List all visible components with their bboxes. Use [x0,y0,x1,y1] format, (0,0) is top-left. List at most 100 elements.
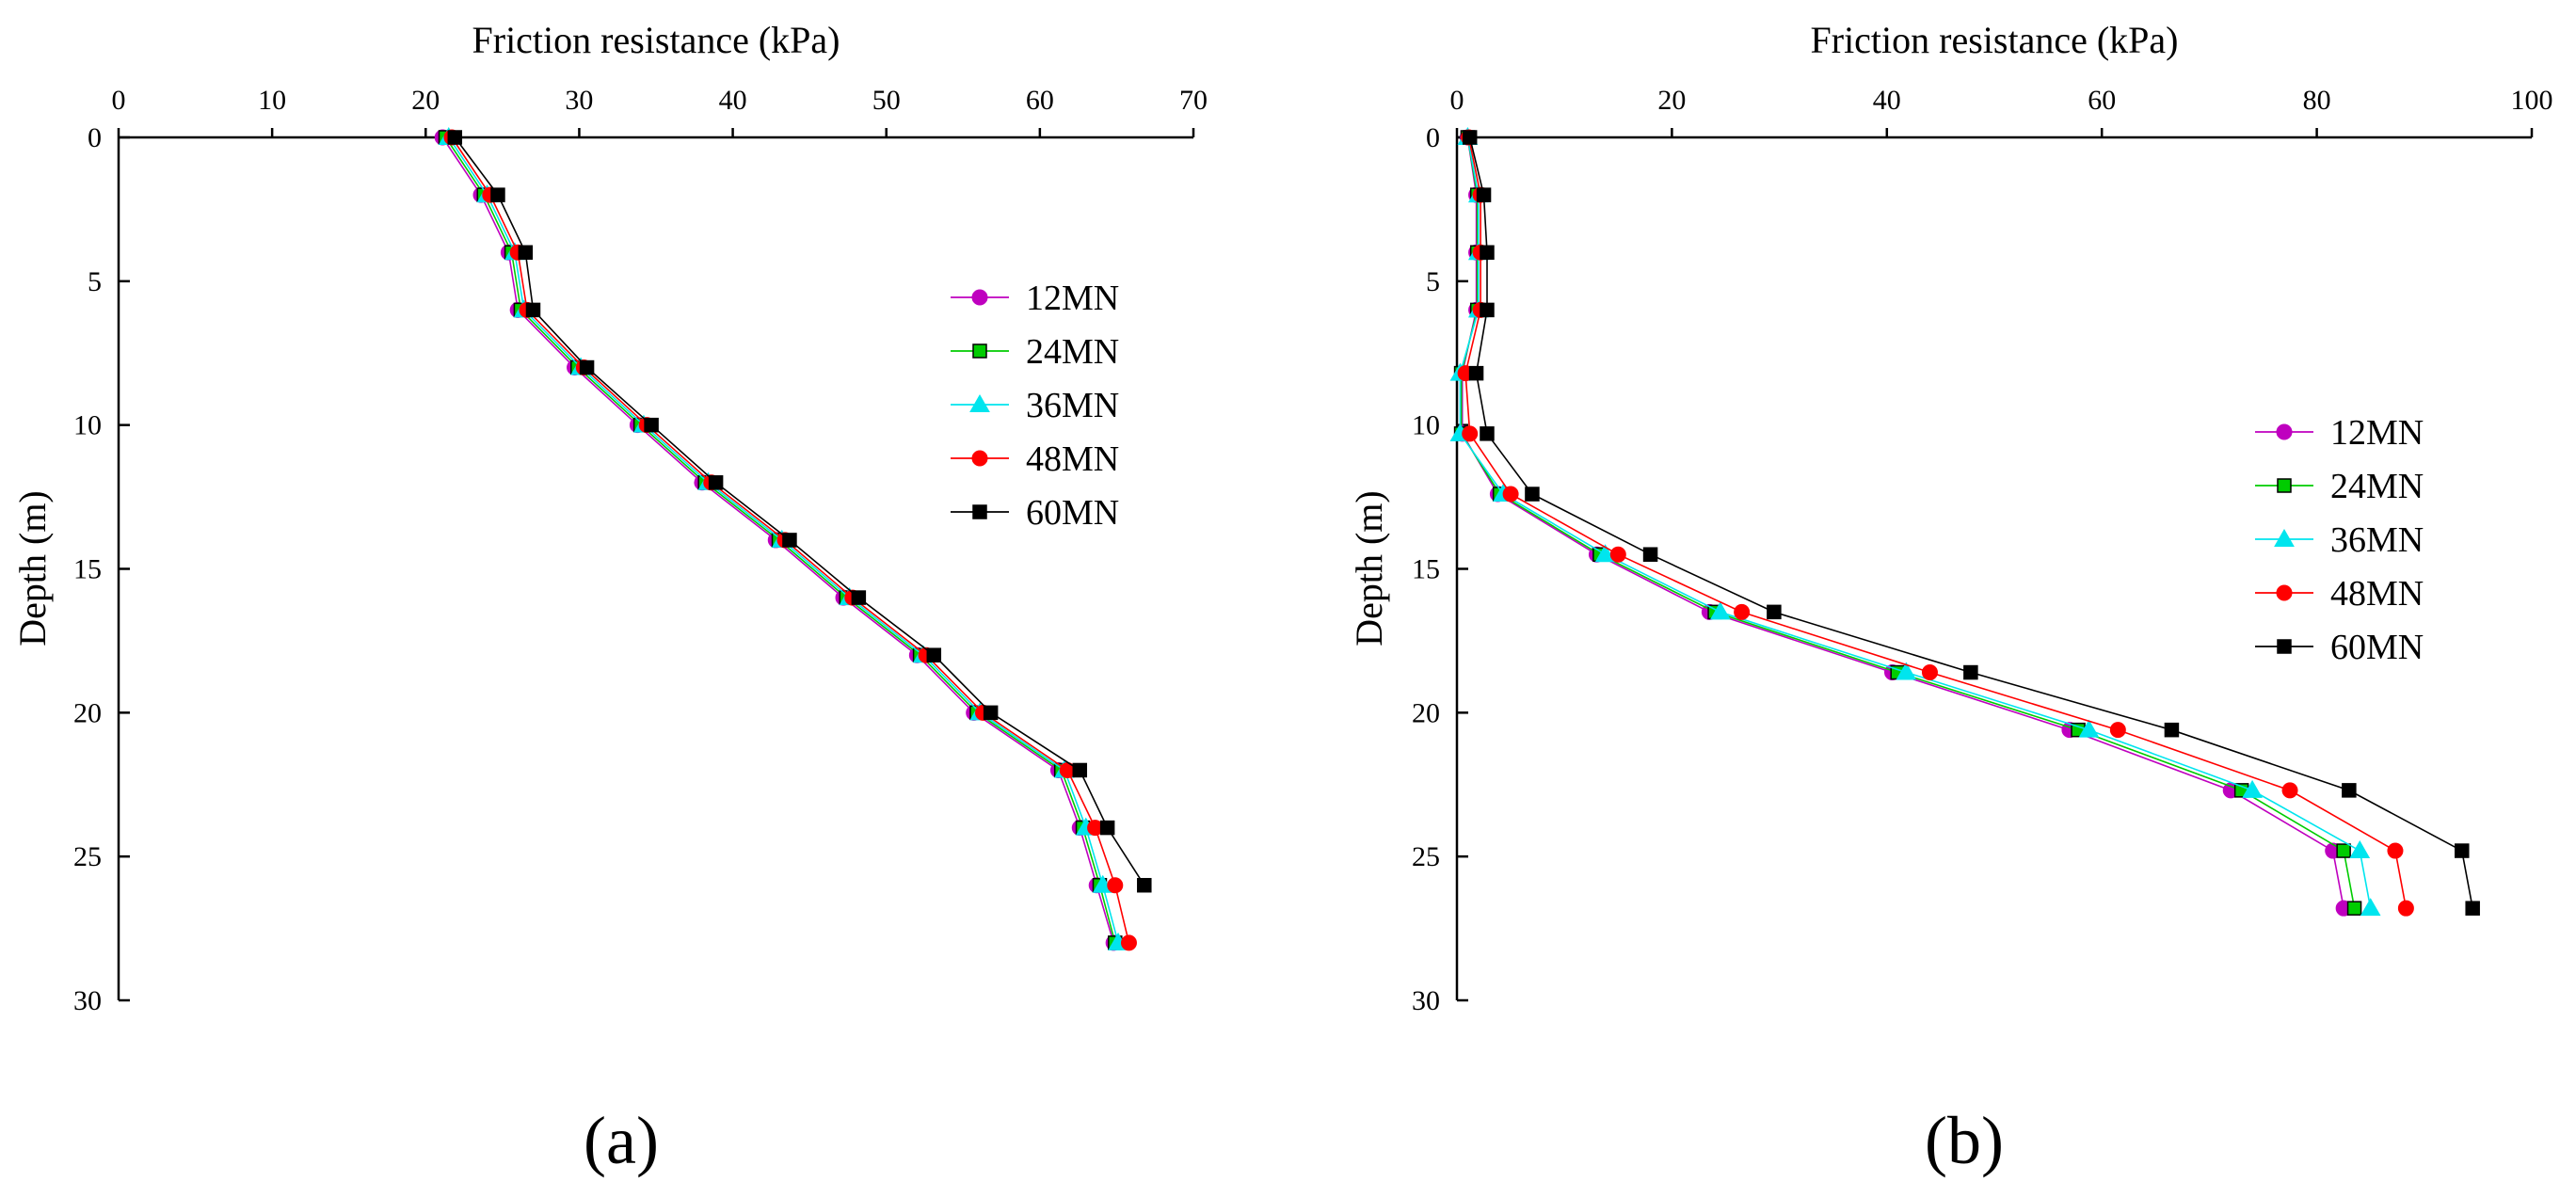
data-point [1480,426,1495,441]
legend-item: 12MN [2255,413,2424,453]
x-tick-label: 70 [1179,85,1208,116]
data-point [2164,722,2180,738]
data-point [2109,722,2126,739]
series-line [454,136,1145,886]
data-point [1468,365,1484,381]
legend-label: 24MN [2330,467,2424,506]
x-tick-label: 30 [565,85,593,116]
data-point [708,475,724,490]
data-point [926,647,942,662]
data-point [1963,664,1978,680]
data-point [782,533,797,548]
legend-label: 48MN [2330,574,2424,614]
chart-panel-b: 0 20 40 60 80 100 0 5 10 15 20 25 30 Friction resista… [1348,19,2553,1178]
legend-label: 60MN [2330,628,2424,667]
legend: 12MN 24MN 36MN 48MN 60MN [951,279,1119,533]
data-point [851,590,867,605]
data-point [2242,779,2263,798]
legend-item: 48MN [951,439,1119,479]
y-tick-label: 20 [1412,697,1440,728]
series-line [1468,136,2473,909]
y-tick-label: 5 [1426,266,1440,297]
series-line [1459,136,2372,909]
data-point [1137,877,1152,893]
data-point [2360,898,2381,917]
data-point [2397,900,2414,917]
x-tick-label: 60 [2088,85,2116,116]
y-tick-label: 10 [73,410,102,441]
data-point [2346,901,2362,916]
y-tick-label: 5 [88,266,102,297]
y-tick-label: 30 [1412,985,1440,1016]
x-tick-label: 20 [1657,85,1686,116]
y-tick-label: 15 [73,554,102,585]
y-tick-label: 25 [73,841,102,872]
y-axis-title: Depth (m) [11,490,54,646]
data-point [2281,782,2298,799]
data-point [1480,245,1495,261]
legend-marker [2276,584,2293,601]
y-tick-label: 20 [73,697,102,728]
legend-item: 24MN [951,332,1119,372]
panel-label: (b) [1925,1103,2004,1178]
legend-label: 36MN [1026,386,1119,425]
legend-item: 48MN [2255,574,2424,614]
legend: 12MN 24MN 36MN 48MN 60MN [2255,413,2424,667]
data-point [2465,901,2480,916]
series-48MN [1457,129,2414,917]
data-point [1734,603,1751,620]
legend-label: 12MN [1026,279,1119,318]
y-tick-label: 0 [88,122,102,153]
data-point [1525,487,1540,502]
legend-marker [972,504,987,519]
data-point [1609,546,1626,563]
data-point [983,705,999,721]
x-tick-label: 0 [1450,85,1464,116]
series-line [1460,136,2356,909]
data-point [1072,762,1088,778]
data-point [1107,877,1124,894]
legend-item: 36MN [951,386,1119,425]
legend-label: 36MN [2330,520,2424,560]
legend-marker [971,289,988,306]
data-point [1462,130,1478,145]
legend-marker [969,393,990,412]
y-tick-label: 30 [73,985,102,1016]
legend-item: 60MN [2255,628,2424,667]
x-tick-label: 0 [112,85,126,116]
y-tick-label: 15 [1412,554,1440,585]
data-point [1480,302,1495,318]
x-tick-label: 80 [2303,85,2331,116]
data-point [2336,843,2351,858]
data-point [1502,486,1519,503]
x-tick-label: 10 [258,85,286,116]
series-60MN [447,130,1152,893]
data-point [490,187,505,202]
legend-marker [2276,423,2293,440]
legend-label: 48MN [1026,439,1119,479]
y-tick-label: 0 [1426,122,1440,153]
data-point [2078,719,2100,738]
y-axis-title: Depth (m) [1348,490,1390,646]
series-line [1464,136,2408,909]
data-point [1476,187,1492,202]
x-tick-label: 40 [1873,85,1901,116]
legend-item: 60MN [951,493,1119,533]
x-axis-title: Friction resistance (kPa) [1811,19,2179,61]
data-point [518,245,534,261]
data-point [525,302,541,318]
legend-marker [2277,639,2292,654]
data-point [2349,840,2371,859]
data-point [1120,934,1137,951]
x-tick-label: 50 [872,85,901,116]
x-tick-label: 40 [719,85,747,116]
series-60MN [1462,130,2480,916]
x-tick-label: 20 [411,85,440,116]
data-point [1462,425,1479,442]
chart-panel-a: 0 10 20 30 40 50 60 70 0 5 10 15 20 25 30 Friction resi… [11,19,1208,1178]
data-point [2342,783,2357,798]
y-tick-label: 10 [1412,410,1440,441]
legend-label: 60MN [1026,493,1119,533]
